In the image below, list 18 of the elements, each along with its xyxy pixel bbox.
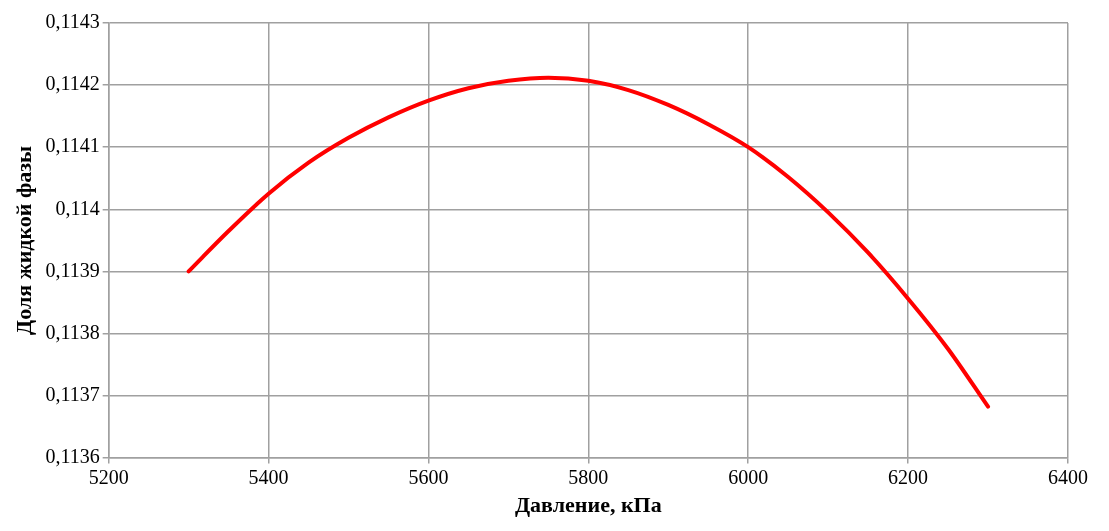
x-tick-label: 5200 xyxy=(88,465,129,488)
y-tick-label: 0,1139 xyxy=(45,258,100,281)
y-tick-label: 0,114 xyxy=(55,196,100,219)
x-axis-title: Давление, кПа xyxy=(514,492,662,518)
y-tick-label: 0,1143 xyxy=(45,10,100,33)
y-tick-label: 0,1137 xyxy=(45,382,100,405)
y-axis-title: Доля жидкой фазы xyxy=(10,145,36,335)
y-tick-label: 0,1136 xyxy=(45,444,100,467)
x-tick-label: 5600 xyxy=(408,465,449,488)
x-tick-label: 5800 xyxy=(568,465,609,488)
y-tick-label: 0,1141 xyxy=(45,134,100,157)
x-tick-label: 6000 xyxy=(728,465,769,488)
y-tick-label: 0,1142 xyxy=(45,72,100,95)
x-tick-label: 5400 xyxy=(248,465,289,488)
line-series xyxy=(186,75,991,409)
x-tick-label: 6200 xyxy=(888,465,929,488)
x-tick-label: 6400 xyxy=(1048,465,1088,488)
y-tick-label: 0,1138 xyxy=(45,320,100,343)
